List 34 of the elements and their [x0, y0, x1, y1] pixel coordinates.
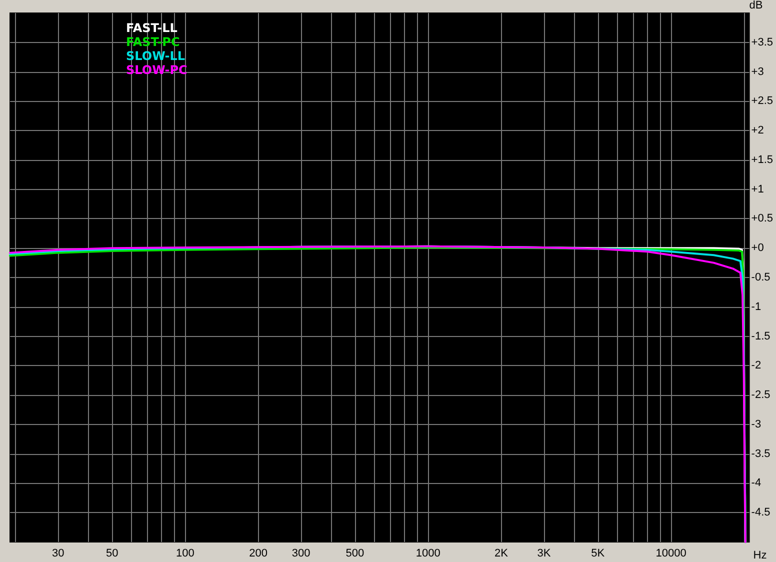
y-tick-label: -2.5	[751, 389, 770, 402]
text: FAST-PC	[126, 35, 180, 49]
y-tick-label: -4.5	[751, 506, 770, 519]
y-tick-label: +2.5	[751, 95, 774, 108]
y-tick-label: +1.5	[751, 154, 774, 166]
y-tick-label: -3.5	[751, 448, 770, 460]
x-tick-label: 300	[292, 548, 310, 560]
y-tick-label: -2	[751, 360, 762, 372]
x-tick-label: 2K	[494, 548, 509, 560]
text: SLOW-PC	[126, 63, 188, 77]
x-tick-label: 3K	[537, 548, 552, 560]
y-tick-label: +1	[751, 183, 764, 196]
y-tick-label: +3.5	[751, 36, 774, 48]
y-tick-label: +2	[751, 124, 764, 137]
x-tick-label: 200	[249, 548, 268, 560]
y-tick-label: -3	[751, 418, 762, 430]
y-axis-title: dB	[749, 0, 763, 12]
y-tick-label: +0.5	[751, 212, 774, 225]
y-tick-label: -1.5	[751, 330, 770, 342]
x-axis-title: Hz	[753, 550, 767, 562]
y-tick-label: -1	[751, 300, 762, 313]
x-tick-label: 10000	[656, 548, 686, 560]
y-tick-label: -4	[751, 477, 762, 490]
x-tick-label: 50	[106, 548, 118, 560]
y-tick-label: +3	[751, 66, 764, 78]
x-tick-label: 1000	[416, 548, 440, 560]
x-tick-label: 100	[176, 548, 194, 560]
y-tick-label: -0.5	[751, 272, 770, 284]
x-tick-label: 5K	[591, 548, 606, 560]
x-tick-label: 500	[346, 548, 364, 560]
text: FAST-LL	[126, 21, 178, 35]
x-tick-label: 30	[52, 548, 64, 560]
y-tick-label: +0	[751, 242, 764, 254]
text: SLOW-LL	[126, 49, 186, 63]
